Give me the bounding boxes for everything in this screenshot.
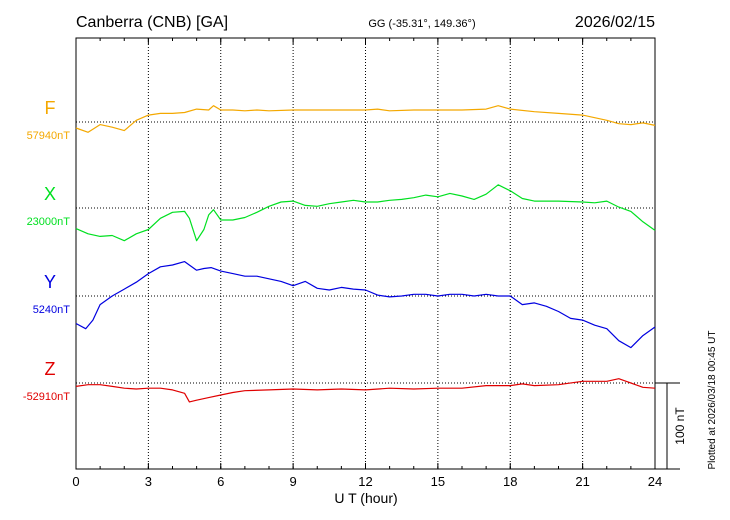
scale-bar: 100 nT <box>655 382 687 470</box>
series-line-y <box>75 261 656 349</box>
series-letter-x: X <box>44 184 56 204</box>
series-line-x <box>75 184 656 242</box>
series-letter-z: Z <box>45 359 56 379</box>
series-baseline-label-z: -52910nT <box>23 391 70 403</box>
x-tick-label-21: 21 <box>575 474 589 489</box>
series-baseline-label-x: 23000nT <box>27 216 71 228</box>
plotted-at-note: Plotted at 2026/03/18 00:45 UT <box>707 331 718 470</box>
x-tick-label-15: 15 <box>431 474 445 489</box>
series-letter-y: Y <box>44 272 56 292</box>
x-tick-label-0: 0 <box>72 474 79 489</box>
x-tick-label-12: 12 <box>358 474 372 489</box>
chart-coordinates: GG (-35.31°, 149.36°) <box>368 18 475 30</box>
x-tick-label-9: 9 <box>290 474 297 489</box>
chart-date: 2026/02/15 <box>575 14 655 31</box>
series-layer: F 57940nT X 23000nT Y 5240nT Z -52910nT <box>23 98 656 403</box>
x-axis-ticks: 0 3 6 9 12 15 18 21 24 <box>72 38 662 489</box>
x-tick-label-18: 18 <box>503 474 517 489</box>
series-line-z <box>75 378 656 403</box>
series-baseline-label-y: 5240nT <box>33 304 71 316</box>
x-tick-label-24: 24 <box>648 474 662 489</box>
series-letter-f: F <box>45 98 56 118</box>
x-axis-label: U T (hour) <box>334 490 397 506</box>
scale-bar-label: 100 nT <box>673 407 687 445</box>
grid-lines <box>76 38 655 469</box>
series-line-f <box>75 105 656 133</box>
chart-title: Canberra (CNB) [GA] <box>76 14 228 31</box>
series-baseline-label-f: 57940nT <box>27 130 71 142</box>
x-tick-label-6: 6 <box>217 474 224 489</box>
x-tick-label-3: 3 <box>145 474 152 489</box>
